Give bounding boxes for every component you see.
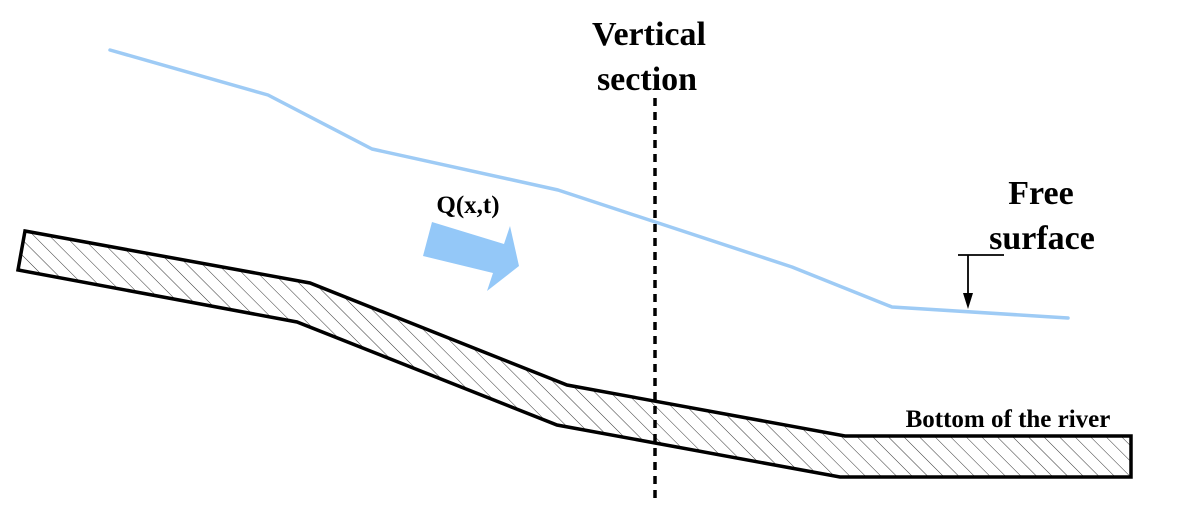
free-surface-pointer (958, 254, 1004, 309)
vertical-section-label-line2: section (597, 61, 697, 98)
flow-arrow-icon (423, 222, 519, 291)
river-bottom-label: Bottom of the river (906, 406, 1111, 433)
free-surface-label-line1: Free (1008, 175, 1073, 212)
vertical-section-label-line1: Vertical (592, 16, 706, 53)
free-surface-line (108, 48, 1070, 320)
riverbed-band (15, 228, 1133, 479)
flow-label: Q(x,t) (436, 192, 499, 219)
free-surface-label-line2: surface (989, 220, 1095, 257)
